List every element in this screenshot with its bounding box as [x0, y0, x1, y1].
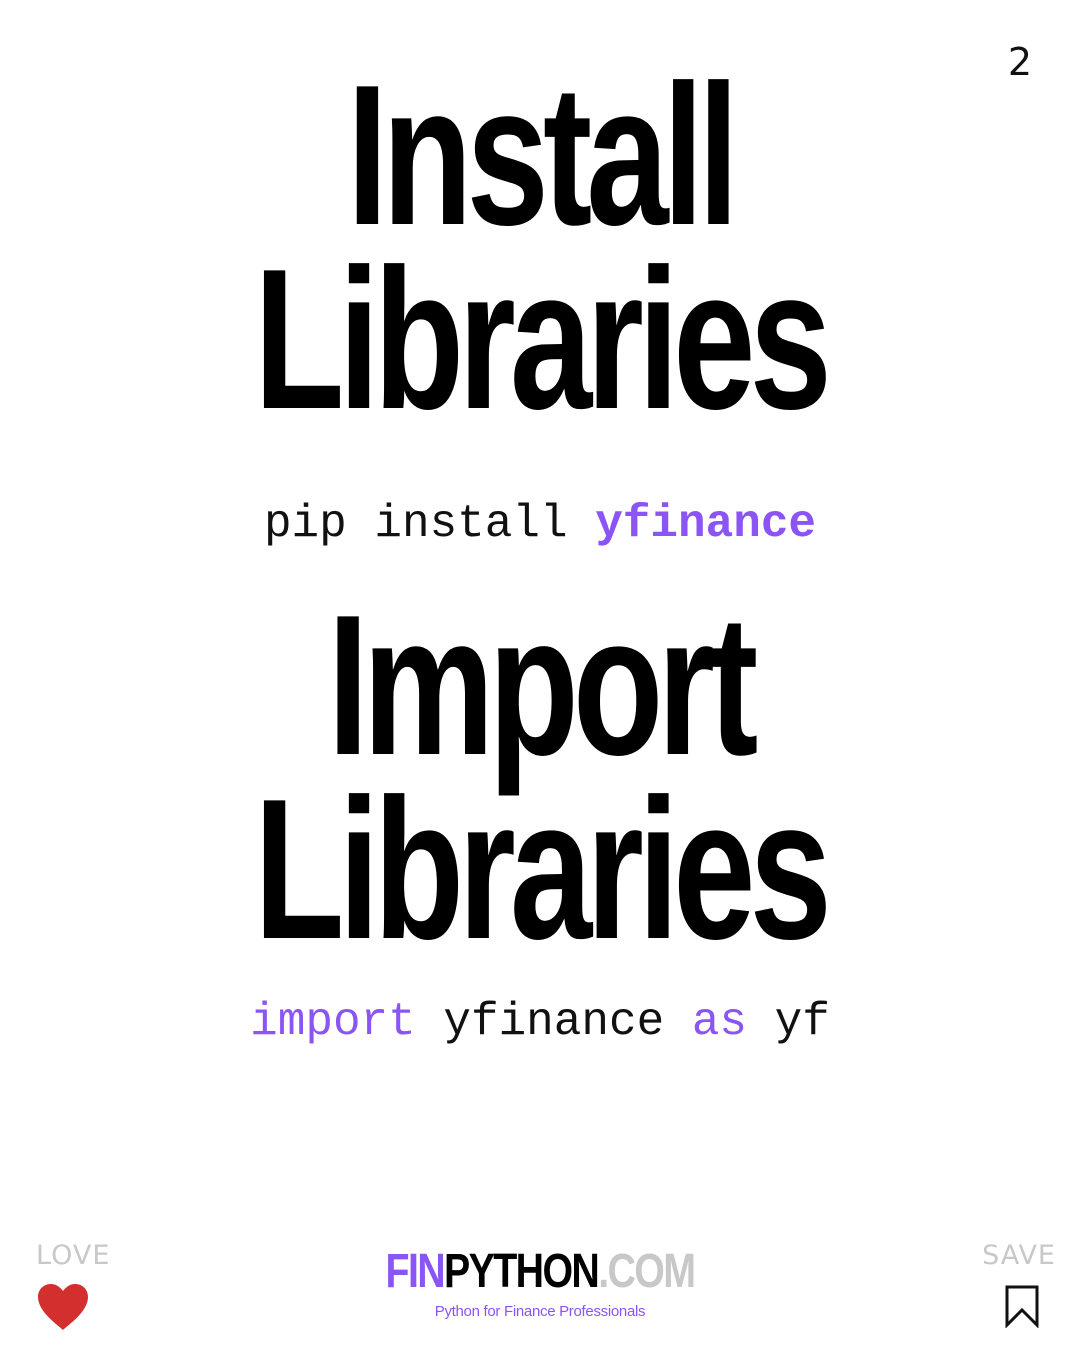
- install-libraries-heading: Install Libraries: [140, 44, 939, 451]
- module-name: yfinance: [415, 996, 692, 1048]
- install-heading-line1: Install: [346, 44, 739, 267]
- brand-python: PYTHON: [444, 1245, 600, 1298]
- import-heading-line2: Libraries: [254, 758, 832, 981]
- import-statement: import yfinance as yf: [0, 994, 1080, 1050]
- save-label: SAVE: [982, 1240, 1056, 1271]
- install-heading-line2: Libraries: [254, 228, 832, 451]
- as-keyword: as: [691, 996, 748, 1048]
- import-heading-line1: Import: [327, 574, 759, 797]
- brand-com: .COM: [598, 1245, 696, 1298]
- module-alias: yf: [747, 996, 830, 1048]
- bookmark-icon[interactable]: [1004, 1284, 1040, 1328]
- brand-logo: FINPYTHON.COM: [97, 1246, 983, 1298]
- page-number: 2: [1007, 40, 1032, 84]
- heart-icon[interactable]: [36, 1282, 90, 1332]
- brand-tagline: Python for Finance Professionals: [434, 1303, 646, 1320]
- import-keyword: import: [250, 996, 416, 1048]
- brand-fin: FIN: [385, 1245, 446, 1298]
- pip-install-prefix: pip install: [263, 498, 596, 550]
- pip-install-command: pip install yfinance: [0, 496, 1080, 552]
- love-label: LOVE: [36, 1240, 111, 1271]
- import-libraries-heading: Import Libraries: [140, 574, 939, 981]
- package-name: yfinance: [595, 498, 817, 550]
